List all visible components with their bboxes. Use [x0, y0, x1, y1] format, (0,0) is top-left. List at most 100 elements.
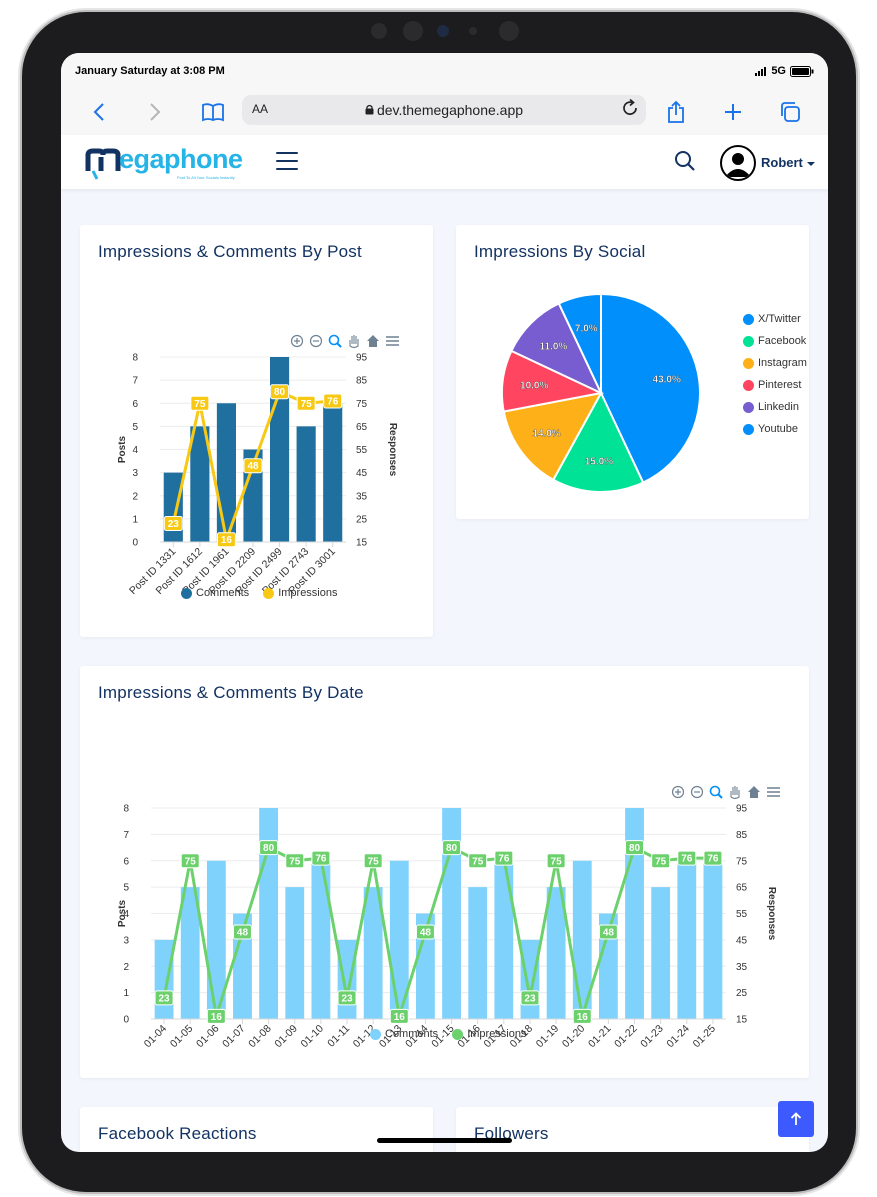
y2-axis-title: Responses: [766, 887, 777, 941]
hamburger-icon: [276, 152, 298, 154]
zoom-out-button[interactable]: [309, 334, 323, 348]
bar-comments[interactable]: [296, 426, 316, 542]
y2-tick-label: 85: [356, 376, 368, 387]
legend-label: Impressions: [278, 587, 338, 599]
legend-item-instagram[interactable]: Instagram: [743, 352, 807, 374]
bar-comments[interactable]: [598, 913, 618, 1020]
data-label: 80: [446, 843, 458, 854]
user-icon: [725, 153, 751, 177]
pie-slice[interactable]: [551, 390, 645, 493]
data-label: 16: [577, 1012, 589, 1023]
bar-comments[interactable]: [180, 887, 200, 1019]
zoom-in-button[interactable]: [671, 785, 685, 799]
hamburger-icon: [276, 160, 298, 162]
pie-slice[interactable]: [510, 302, 604, 396]
card-title: Facebook Reactions: [98, 1124, 257, 1143]
url-text: dev.themegaphone.app: [242, 102, 646, 118]
legend-item-youtube[interactable]: Youtube: [743, 418, 807, 440]
share-button[interactable]: [661, 97, 691, 127]
menu-button[interactable]: [767, 787, 780, 797]
chevron-right-icon: [150, 103, 161, 121]
tabs-button[interactable]: [775, 97, 805, 127]
bar-comments[interactable]: [363, 887, 383, 1019]
user-menu[interactable]: Robert: [761, 155, 815, 170]
megaphone-logo[interactable]: egaphone Post To All Your Socials Instan…: [85, 144, 260, 181]
pie-slice[interactable]: [557, 292, 602, 394]
menu-button[interactable]: [386, 336, 399, 346]
bar-comments[interactable]: [233, 913, 252, 1020]
bar-comments[interactable]: [651, 887, 671, 1019]
data-label: 75: [655, 856, 667, 867]
legend-item-comments[interactable]: Comments: [181, 587, 249, 599]
x-tick-label: 01-21: [586, 1023, 614, 1051]
data-label-box: [259, 840, 279, 856]
back-button[interactable]: [84, 97, 114, 127]
legend-item-impressions[interactable]: Impressions: [452, 1028, 526, 1040]
bar-comments[interactable]: [154, 939, 174, 1019]
new-tab-button[interactable]: [718, 97, 748, 127]
screen: January Saturday at 3:08 PM 5G AA dev.th…: [61, 53, 828, 1152]
search-button[interactable]: [673, 149, 697, 178]
bar-comments[interactable]: [416, 913, 435, 1020]
bar-comments[interactable]: [163, 472, 183, 542]
zoom-out-icon: [690, 785, 704, 799]
scroll-to-top-button[interactable]: [778, 1101, 814, 1137]
legend-marker: [743, 423, 754, 435]
x-tick-label: 01-07: [220, 1023, 248, 1051]
legend-label: Comments: [385, 1028, 439, 1040]
zoom-in-icon: [675, 789, 681, 795]
bar-comments[interactable]: [285, 887, 305, 1019]
data-label-box: [180, 853, 200, 869]
bar-comments[interactable]: [468, 887, 488, 1019]
data-label: 23: [524, 993, 536, 1004]
data-label: 16: [221, 535, 233, 546]
bookmarks-button[interactable]: [198, 97, 228, 127]
selection-zoom-button[interactable]: [328, 334, 342, 348]
bar-comments[interactable]: [190, 426, 210, 542]
data-label-box: [572, 1008, 592, 1024]
bar-comments[interactable]: [323, 403, 343, 542]
bar-comments[interactable]: [625, 808, 644, 1019]
bar-comments[interactable]: [677, 860, 697, 1019]
forward-button[interactable]: [140, 97, 170, 127]
menu-icon: [386, 336, 399, 346]
user-name: Robert: [761, 155, 803, 170]
bar-comments[interactable]: [520, 939, 540, 1019]
data-label-box: [468, 853, 488, 869]
bar-comments[interactable]: [703, 860, 723, 1019]
bar-comments[interactable]: [259, 808, 279, 1019]
legend-item-comments[interactable]: Comments: [370, 1028, 438, 1040]
avatar[interactable]: [720, 145, 756, 181]
pan-icon: [730, 786, 740, 800]
selection-zoom-button[interactable]: [709, 785, 723, 799]
data-label-box: [520, 990, 540, 1006]
y2-tick-label: 65: [736, 883, 748, 894]
zoom-out-button[interactable]: [690, 785, 704, 799]
legend-item-impressions[interactable]: Impressions: [263, 587, 337, 599]
pan-button[interactable]: [730, 786, 740, 800]
bar-comments[interactable]: [546, 887, 566, 1019]
legend-item-pinterest[interactable]: Pinterest: [743, 374, 807, 396]
bar-comments[interactable]: [337, 939, 357, 1019]
data-label-box: [190, 395, 210, 411]
reset-zoom-button[interactable]: [367, 335, 379, 347]
pie-slice[interactable]: [502, 391, 603, 482]
zoom-in-button[interactable]: [290, 334, 304, 348]
data-label: 76: [498, 854, 510, 865]
y-tick-label: 0: [132, 538, 138, 549]
data-label: 75: [301, 399, 313, 410]
bar-comments[interactable]: [494, 860, 514, 1019]
menu-toggle-button[interactable]: [276, 152, 298, 170]
legend-item-linkedin[interactable]: Linkedin: [743, 396, 807, 418]
reload-button[interactable]: [622, 98, 640, 123]
pie-slice[interactable]: [600, 292, 701, 484]
reader-aa-button[interactable]: AA: [252, 102, 269, 116]
bar-comments[interactable]: [311, 860, 331, 1019]
legend-item-x-twitter[interactable]: X/Twitter: [743, 308, 807, 330]
pie-legend: X/Twitter Facebook Instagram Pinterest Linke…: [743, 308, 807, 440]
legend-item-facebook[interactable]: Facebook: [743, 330, 807, 352]
bar-comments[interactable]: [442, 808, 461, 1019]
address-bar[interactable]: AA dev.themegaphone.app: [242, 95, 646, 125]
pan-button[interactable]: [349, 335, 359, 349]
reset-zoom-button[interactable]: [748, 786, 760, 798]
